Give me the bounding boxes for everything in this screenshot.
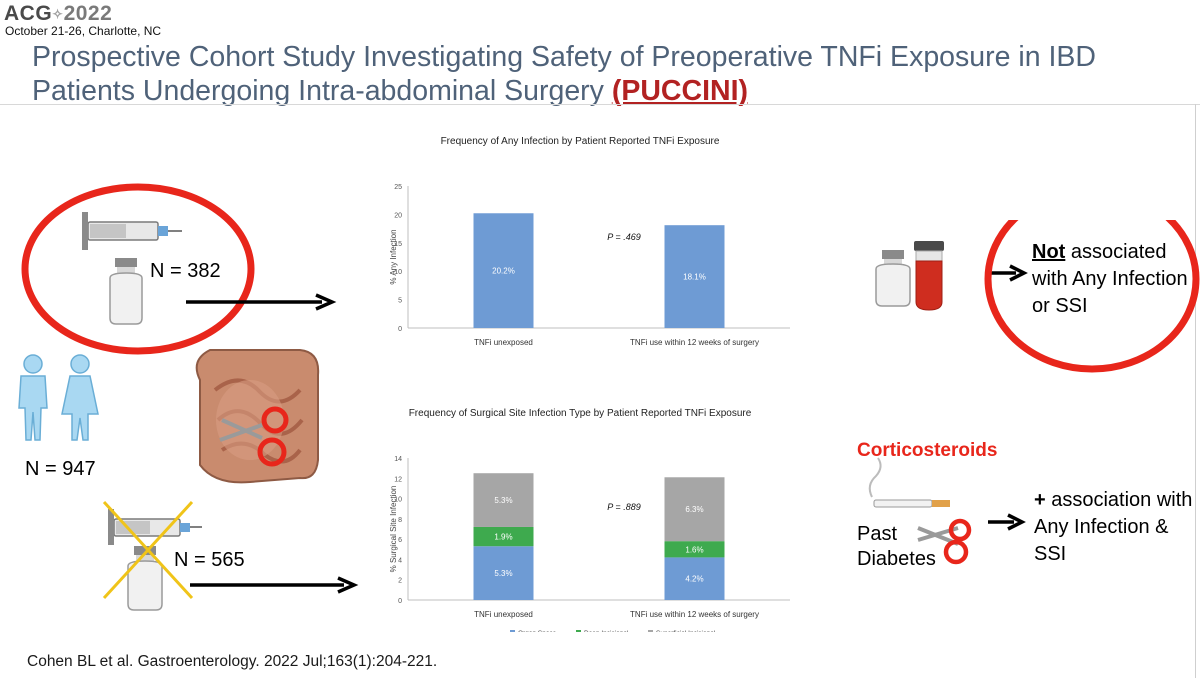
title-divider xyxy=(0,104,1200,105)
bar-segment xyxy=(664,557,725,600)
x-tick-label: TNFi use within 12 weeks of surgery xyxy=(630,338,759,347)
scissors-icon xyxy=(219,406,289,467)
logo-ornament: ✧ xyxy=(52,6,64,22)
left-illustration xyxy=(18,183,359,611)
not-associated-highlight-ellipse xyxy=(984,220,1200,373)
right-illustration xyxy=(868,220,1200,565)
plus-sign: + xyxy=(1034,489,1046,511)
y-tick-label: 6 xyxy=(398,537,402,544)
x-tick-label: TNFi unexposed xyxy=(474,610,533,619)
data-label: 5.3% xyxy=(494,569,512,578)
bar-segment xyxy=(664,541,725,558)
x-tick-label: TNFi unexposed xyxy=(474,338,533,347)
y-tick-label: 0 xyxy=(398,598,402,605)
y-tick-label: 12 xyxy=(394,476,402,483)
bar-segment xyxy=(664,477,725,542)
positive-association-text: + association with Any Infection & SSI xyxy=(1034,487,1199,568)
corticosteroids-label: Corticosteroids xyxy=(857,440,998,461)
arrow-to-top-result xyxy=(990,264,1028,282)
legend-label: Organ Space xyxy=(518,630,557,632)
acg-logo: ACG✧2022 xyxy=(4,2,112,26)
arrow-to-bottom-result xyxy=(988,513,1026,531)
chart-title: Frequency of Surgical Site Infection Typ… xyxy=(409,408,752,419)
right-border xyxy=(1195,104,1196,678)
legend-swatch xyxy=(510,630,515,632)
y-tick-label: 15 xyxy=(394,241,402,248)
any-infection-chart: Frequency of Any Infection by Patient Re… xyxy=(389,136,790,347)
citation: Cohen BL et al. Gastroenterology. 2022 J… xyxy=(27,653,438,670)
diabetes-label: Diabetes xyxy=(857,548,936,570)
exposed-highlight-ellipse xyxy=(21,183,255,355)
p-value-annotation: P = .469 xyxy=(607,232,640,242)
y-axis-label: % Any Infection xyxy=(389,229,398,284)
y-tick-label: 25 xyxy=(394,184,402,191)
y-tick-label: 20 xyxy=(394,212,402,219)
data-label: 4.2% xyxy=(685,575,703,584)
chart-title: Frequency of Any Infection by Patient Re… xyxy=(441,136,720,147)
positive-association-rest: association with Any Infection & SSI xyxy=(1034,489,1193,565)
logo-acg-text: ACG xyxy=(4,2,53,25)
study-acronym: (PUCCINI) xyxy=(611,75,748,107)
not-associated-text: Not associated with Any Infection or SSI xyxy=(1032,239,1200,320)
bar-segment xyxy=(473,526,534,547)
blood-tube-icon xyxy=(914,241,944,311)
data-label: 20.2% xyxy=(492,267,515,276)
intestine-icon xyxy=(195,349,320,484)
y-tick-label: 14 xyxy=(394,456,402,463)
y-tick-label: 5 xyxy=(398,298,402,305)
patients-icon xyxy=(18,354,99,441)
bar-segment xyxy=(473,546,534,600)
legend-label: Superficial Incisional xyxy=(656,630,716,632)
not-associated-rest: associated with Any Infection or SSI xyxy=(1032,241,1188,317)
ssi-type-chart: Frequency of Surgical Site Infection Typ… xyxy=(389,408,790,632)
bar xyxy=(473,213,534,328)
y-axis-label: % Surgical Site Infection xyxy=(389,486,398,573)
bar-segment xyxy=(473,473,534,527)
data-label: 18.1% xyxy=(683,273,706,282)
data-label: 5.3% xyxy=(494,496,512,505)
not-exposed-cross-icon xyxy=(102,500,194,600)
slide-title: Prospective Cohort Study Investigating S… xyxy=(32,40,1192,108)
surgery-scissors-icon xyxy=(917,518,972,565)
data-label: 1.6% xyxy=(685,545,703,554)
x-tick-label: TNFi use within 12 weeks of surgery xyxy=(630,610,759,619)
crossed-syringe-icon xyxy=(108,509,202,545)
legend-swatch xyxy=(576,630,581,632)
data-label: 1.9% xyxy=(494,533,512,542)
not-emphasis: Not xyxy=(1032,241,1066,263)
y-tick-label: 2 xyxy=(398,578,402,585)
y-tick-label: 0 xyxy=(398,326,402,333)
crossed-vial-icon xyxy=(127,546,163,611)
conference-date: October 21-26, Charlotte, NC xyxy=(5,24,162,38)
y-tick-label: 4 xyxy=(398,557,402,564)
p-value-annotation: P = .889 xyxy=(607,502,640,512)
risk-factors: Past Diabetes xyxy=(857,522,936,572)
unexposed-count: N = 565 xyxy=(174,549,245,571)
data-label: 6.3% xyxy=(685,505,703,514)
legend-swatch xyxy=(648,630,653,632)
y-tick-label: 10 xyxy=(394,269,402,276)
syringe-icon xyxy=(82,212,182,250)
logo-year-text: 2022 xyxy=(63,2,113,25)
total-count: N = 947 xyxy=(25,458,96,480)
arrow-to-bottom-chart xyxy=(190,576,359,594)
y-tick-label: 8 xyxy=(398,517,402,524)
exposed-count: N = 382 xyxy=(150,260,221,282)
past-label: Past xyxy=(857,523,898,545)
y-tick-label: 10 xyxy=(394,497,402,504)
cigarette-icon xyxy=(868,457,950,508)
legend-label: Deep Incisional xyxy=(584,630,629,632)
bar xyxy=(664,225,725,328)
slide-title-main: Prospective Cohort Study Investigating S… xyxy=(32,41,1096,107)
arrow-to-top-chart xyxy=(186,293,337,311)
vial-icon xyxy=(109,258,143,325)
tnfi-vial-icon xyxy=(875,250,911,307)
